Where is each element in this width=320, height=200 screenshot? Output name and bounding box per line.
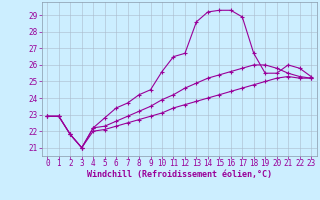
X-axis label: Windchill (Refroidissement éolien,°C): Windchill (Refroidissement éolien,°C) (87, 170, 272, 179)
